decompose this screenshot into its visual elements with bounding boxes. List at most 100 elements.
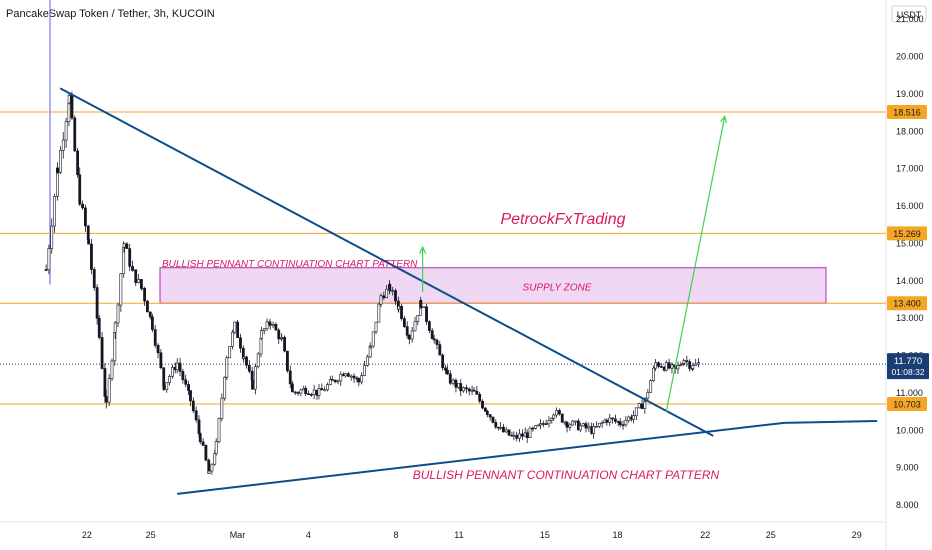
candle-body <box>61 139 65 151</box>
candle-body <box>150 316 154 330</box>
candle-body <box>483 407 487 412</box>
x-tick-label: 29 <box>852 530 862 540</box>
candle-body <box>333 379 337 382</box>
candle-body <box>467 388 471 392</box>
candle-body <box>76 150 80 176</box>
y-tick-label: 11.000 <box>896 388 923 398</box>
candle-body <box>194 410 198 421</box>
candle-body <box>552 414 556 419</box>
candle-body <box>67 102 71 122</box>
candle-body <box>107 378 111 403</box>
candle-body <box>659 366 663 368</box>
candle-body <box>81 203 84 209</box>
candle-body <box>608 417 612 423</box>
candle-body <box>159 352 163 369</box>
candle-body <box>113 322 117 333</box>
projection-arrow-line <box>665 116 726 412</box>
candle-body <box>256 353 260 368</box>
candle-body <box>478 394 482 402</box>
candle-body <box>290 383 294 393</box>
supply-zone-box <box>159 267 827 304</box>
candle-body <box>225 357 229 378</box>
candle-body <box>171 367 174 377</box>
x-tick-label: 25 <box>766 530 776 540</box>
y-tick-label: 8.000 <box>896 500 919 510</box>
candle-body <box>485 410 489 415</box>
y-tick-label: 21.000 <box>896 14 924 24</box>
candle-body <box>87 239 91 245</box>
candles <box>44 91 700 475</box>
candle-body <box>125 243 129 249</box>
candle-body <box>400 305 403 319</box>
candle-body <box>280 337 284 339</box>
candle-body <box>560 413 564 423</box>
trendline-lower <box>177 421 785 495</box>
candle-body <box>175 362 179 371</box>
candle-body <box>288 370 292 385</box>
candle-body <box>213 453 217 465</box>
current-price-tag <box>887 353 929 380</box>
candle-body <box>448 373 452 384</box>
candle-body <box>528 427 532 438</box>
candle-body <box>146 300 149 313</box>
candle-body <box>391 290 395 292</box>
candle-body <box>187 384 190 391</box>
candle-body <box>515 434 519 439</box>
candle-body <box>326 384 329 391</box>
candle-body <box>504 429 508 433</box>
candle-body <box>262 328 266 331</box>
candle-body <box>357 378 361 383</box>
candle-body <box>534 425 538 429</box>
x-tick-label: Mar <box>230 530 246 540</box>
supply-zone-label: SUPPLY ZONE <box>523 282 592 293</box>
candle-body <box>220 397 224 419</box>
candle-body <box>239 337 242 349</box>
current-price-countdown: 01:08:32 <box>891 367 924 377</box>
candle-body <box>565 421 569 428</box>
level-price-label: 15.269 <box>893 229 921 239</box>
candle-body <box>578 425 582 431</box>
candle-body <box>128 248 132 267</box>
candle-body <box>178 362 182 372</box>
candle-body <box>595 426 598 428</box>
currency-label-box <box>891 5 927 23</box>
candle-body <box>204 445 208 461</box>
candle-body <box>407 335 411 340</box>
candle-body <box>600 422 604 424</box>
candle-body <box>694 363 698 366</box>
candle-body <box>419 300 423 308</box>
candle-body <box>162 367 166 387</box>
candle-body <box>97 317 101 338</box>
y-tick-label: 10.000 <box>896 425 924 435</box>
candle-body <box>394 290 397 302</box>
candle-body <box>518 433 521 439</box>
trendline-upper <box>59 87 714 437</box>
candle-body <box>198 433 202 443</box>
y-tick-label: 17.000 <box>896 164 924 174</box>
candle-body <box>576 420 580 431</box>
candle-body <box>697 362 700 365</box>
x-tick-label: 22 <box>82 530 92 540</box>
candle-body <box>191 400 195 412</box>
candle-body <box>537 424 540 427</box>
candle-body <box>64 121 68 141</box>
candle-body <box>531 427 535 430</box>
pattern-label-top: BULLISH PENNANT CONTINUATION CHART PATTE… <box>162 259 418 270</box>
y-tick-label: 13.000 <box>896 313 924 323</box>
candle-body <box>374 321 378 333</box>
y-tick-label: 14.000 <box>896 276 924 286</box>
candle-body <box>597 422 601 427</box>
x-tick-label: 22 <box>700 530 710 540</box>
level-price-tag <box>887 226 927 241</box>
candle-body <box>189 390 192 402</box>
candle-body <box>670 364 674 369</box>
candle-body <box>682 360 686 364</box>
candle-body <box>104 396 108 403</box>
candle-body <box>377 303 381 323</box>
candle-body <box>323 389 327 392</box>
candle-body <box>472 389 476 392</box>
candle-body <box>430 330 434 340</box>
candle-body <box>614 418 617 422</box>
